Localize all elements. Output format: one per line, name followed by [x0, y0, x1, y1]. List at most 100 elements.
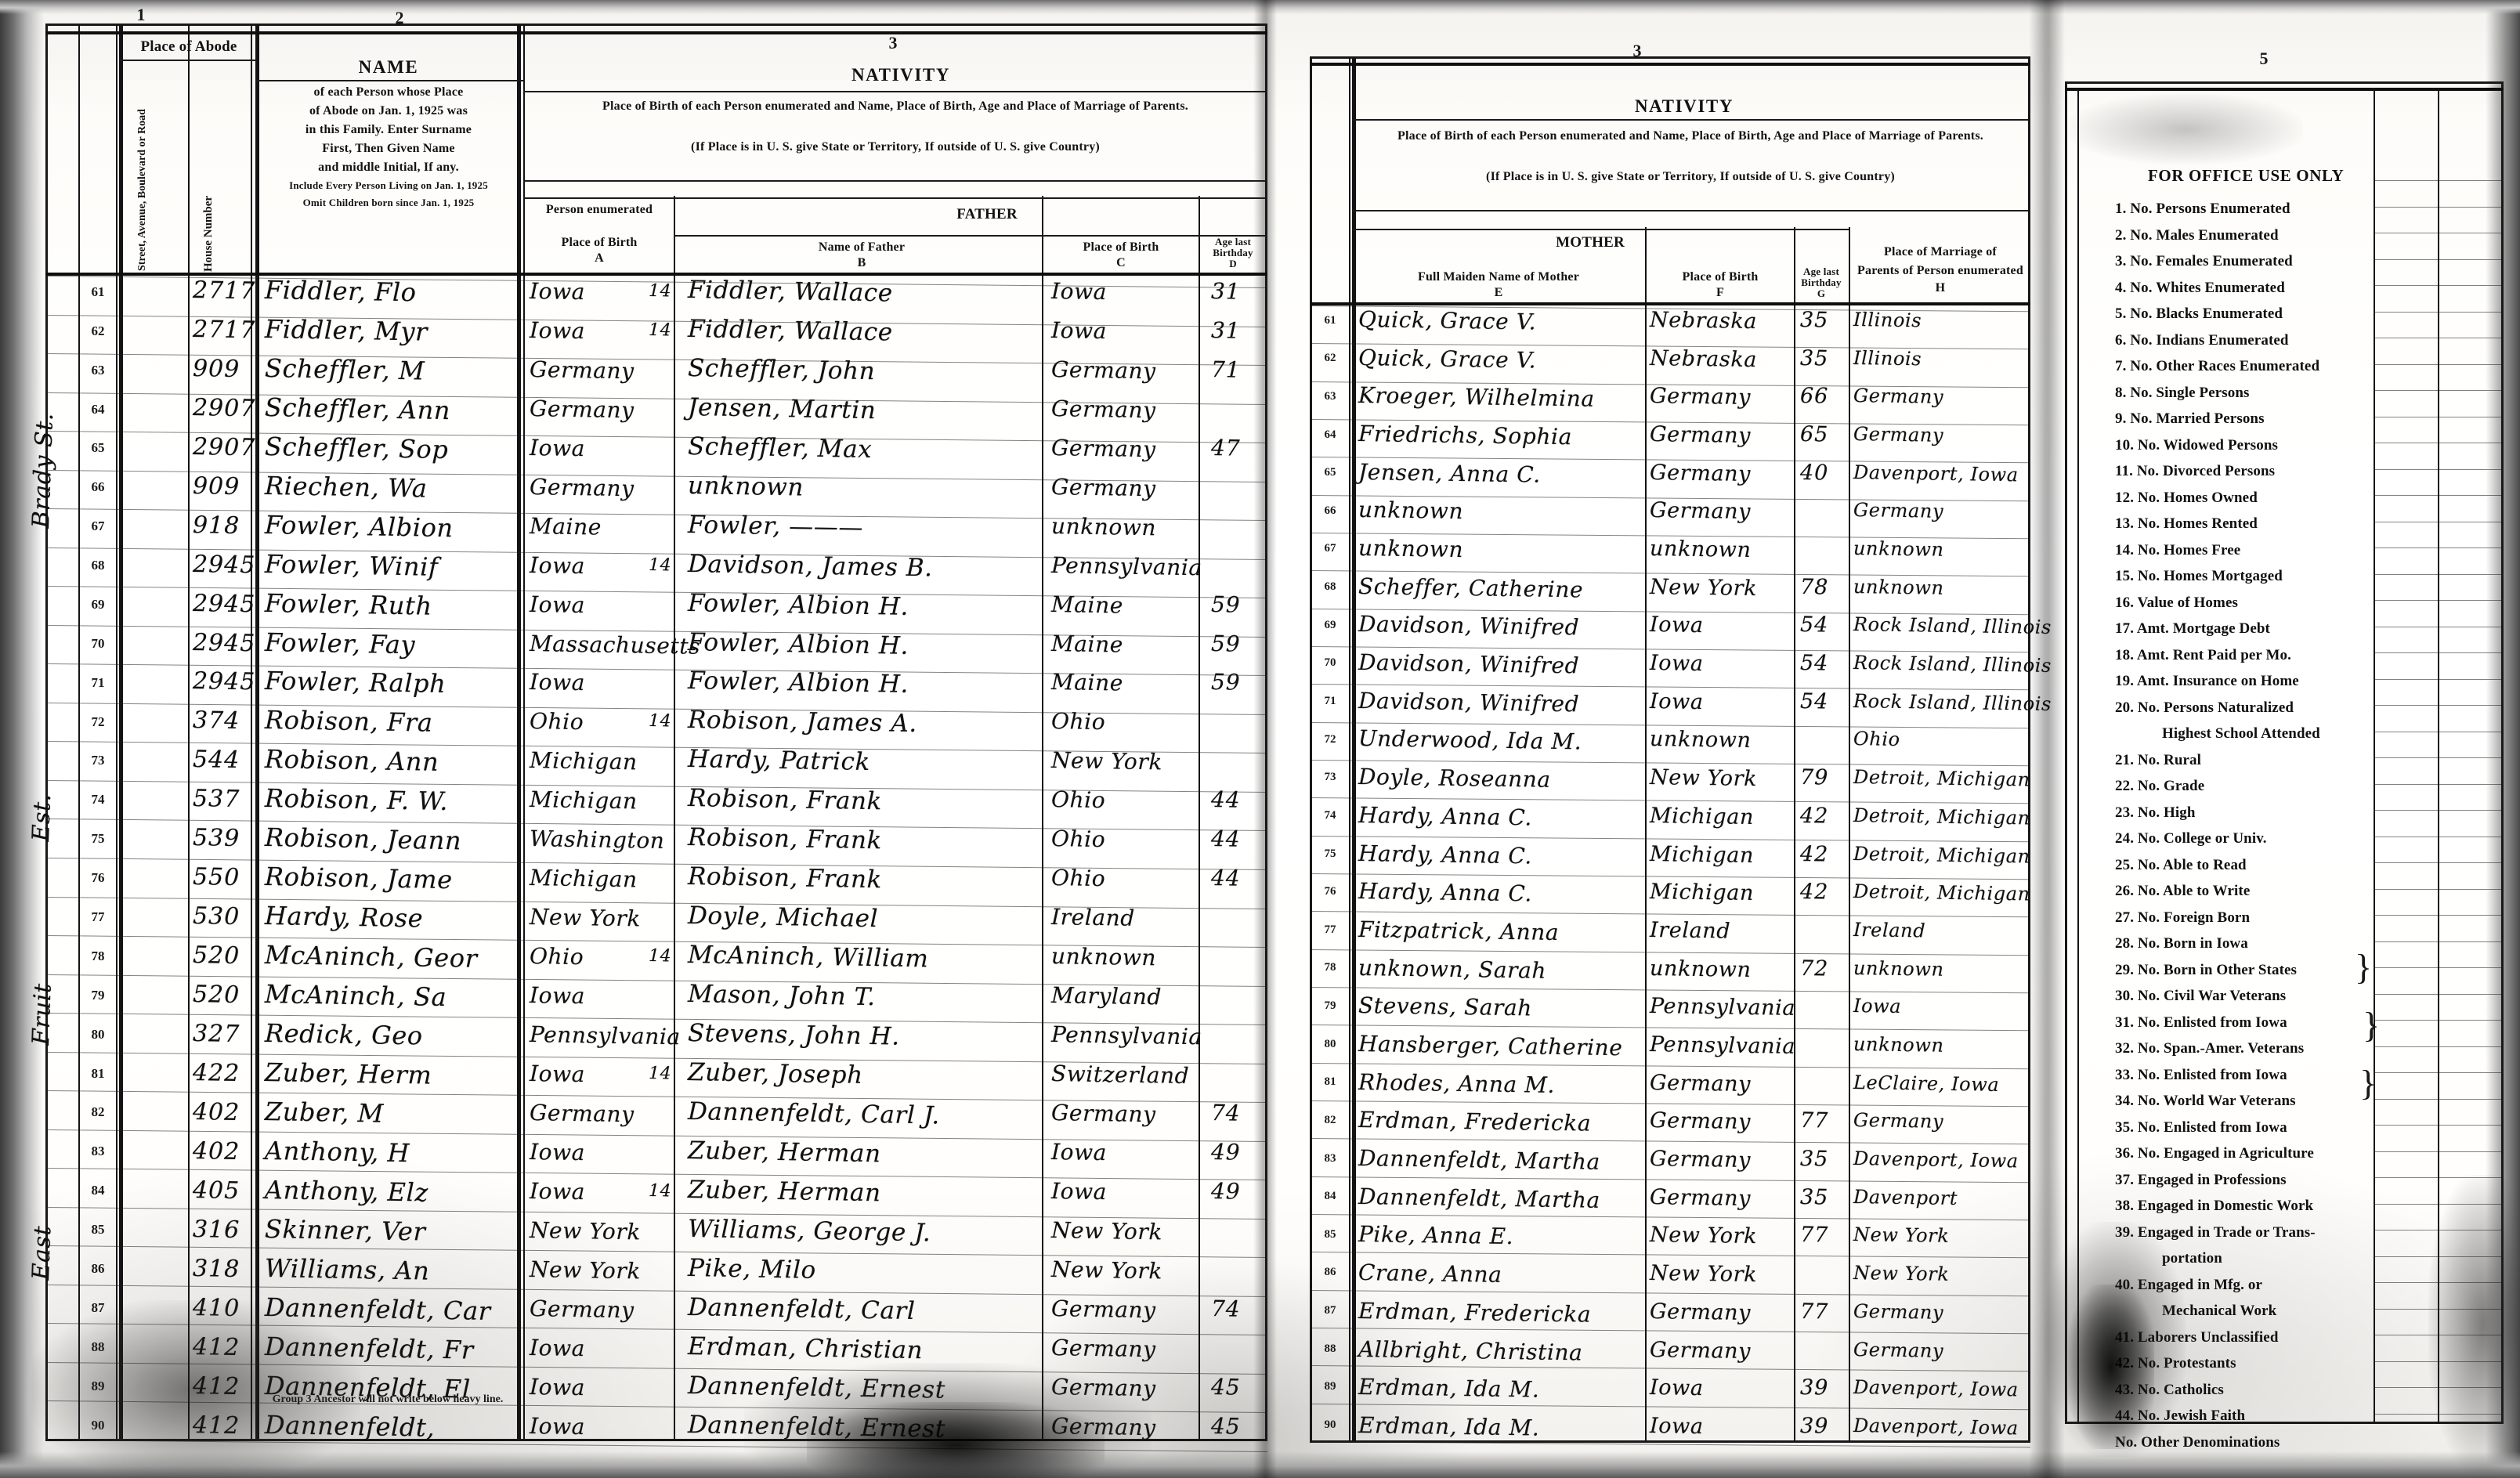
row-number-right: 64: [1324, 428, 1336, 441]
office-use-item: 35. No. Enlisted from Iowa: [2115, 1118, 2287, 1136]
row-number-right: 85: [1324, 1227, 1336, 1241]
person-name-value: Fiddler, Myr: [264, 313, 428, 347]
person-birthplace-value: Ohio: [529, 708, 584, 735]
office-use-item: 3. No. Females Enumerated: [2115, 253, 2293, 269]
row-number: 74: [91, 792, 105, 808]
mother-birthplace-value: Iowa: [1649, 688, 1704, 714]
office-row-rule: [2374, 1177, 2504, 1178]
right-header-bottom-rule: [1310, 302, 2030, 305]
father-birthplace-value: Maine: [1050, 591, 1124, 619]
name-line-7: Omit Children born since Jan. 1, 1925: [302, 197, 475, 208]
person-name-value: Dannenfeldt,: [264, 1409, 436, 1443]
rule-father-name-right: [1042, 196, 1043, 1440]
mother-group-label: MOTHER: [1556, 234, 1625, 251]
father-name-value: Jensen, Martin: [687, 392, 877, 425]
mother-name-value: unknown, Sarah: [1358, 954, 1547, 984]
office-row-rule: [2374, 1413, 2504, 1415]
person-birthplace-value: Washington: [529, 826, 665, 855]
office-use-item: No. Other Denominations: [2115, 1433, 2280, 1451]
name-line-1: of each Person whose Place: [313, 85, 464, 99]
marriage-place-value: unknown: [1853, 575, 1944, 599]
mother-name-value: Erdman, Fredericka: [1358, 1297, 1592, 1328]
row-number: 68: [91, 558, 105, 573]
office-use-item: 33. No. Enlisted from Iowa: [2115, 1066, 2287, 1083]
marriage-place-value: Rock Island, Illinois: [1853, 689, 2052, 715]
rule-mother-name-right: [1645, 227, 1647, 1441]
marriage-label-2: Parents of Person enumerated: [1857, 264, 2023, 277]
mother-name-value: Hardy, Anna C.: [1358, 801, 1533, 831]
office-use-item: portation: [2162, 1250, 2222, 1267]
office-use-item: 16. Value of Homes: [2115, 594, 2238, 611]
margin-note: Est.: [27, 793, 57, 842]
mother-birthplace-value: Germany: [1649, 421, 1752, 448]
person-name-value: Anthony, Elz: [264, 1174, 429, 1208]
father-birth-label: Place of Birth: [1083, 240, 1159, 254]
right-ledger-panel: [1310, 56, 2030, 1443]
row-number-right: 84: [1324, 1190, 1336, 1203]
house-number-value: 537: [192, 785, 240, 814]
row-number: 80: [91, 1026, 105, 1042]
row-number: 87: [91, 1299, 105, 1315]
office-row-rule: [2374, 390, 2504, 391]
row-number-right: 76: [1324, 885, 1336, 898]
row-number-right: 81: [1324, 1075, 1336, 1089]
marriage-place-value: Davenport, Iowa: [1853, 1414, 2019, 1440]
house-number-label: House Number: [202, 195, 215, 272]
person-birth-age-value: 14: [648, 1064, 672, 1084]
father-birthplace-value: Germany: [1050, 395, 1156, 424]
row-number: 72: [91, 714, 105, 729]
office-use-item: 36. No. Engaged in Agriculture: [2115, 1145, 2314, 1162]
marriage-place-value: Ohio: [1853, 728, 1900, 751]
nativity-line1-right: Place of Birth of each Person enumerated…: [1397, 129, 1983, 143]
father-birthplace-value: Pennsylvania: [1050, 551, 1203, 580]
marriage-place-value: Illinois: [1853, 308, 1922, 332]
person-group-rule: [523, 197, 674, 199]
office-row-rule: [2374, 468, 2504, 470]
person-birthplace-value: Iowa: [529, 1177, 586, 1205]
mother-age-value: 77: [1799, 1108, 1829, 1133]
father-age-letter: D: [1229, 258, 1237, 269]
row-number: 63: [91, 362, 105, 378]
mother-birthplace-value: Iowa: [1649, 1375, 1704, 1401]
office-use-item: 11. No. Divorced Persons: [2115, 463, 2276, 479]
mother-birthplace-value: Michigan: [1649, 841, 1755, 868]
person-birthplace-value: Germany: [529, 395, 635, 424]
abode-title-rule: [119, 60, 257, 61]
house-number-value: 2717: [192, 315, 256, 345]
marriage-place-value: Germany: [1853, 1109, 1944, 1133]
mother-age-value: 77: [1799, 1299, 1829, 1324]
office-row-rule: [2374, 1072, 2504, 1073]
office-row-rule: [2374, 915, 2504, 916]
house-number-value: 405: [192, 1176, 240, 1205]
house-number-value: 410: [192, 1293, 240, 1322]
father-name-value: Mason, John T.: [687, 980, 877, 1012]
father-birthplace-value: Germany: [1050, 1334, 1156, 1363]
rule-right-rownum: [1349, 58, 1350, 1441]
mother-birthplace-value: Germany: [1649, 1337, 1752, 1364]
person-birth-age-value: 14: [648, 946, 672, 967]
person-birthplace-value: Iowa: [529, 1373, 586, 1400]
father-birthplace-value: Maine: [1050, 630, 1124, 658]
father-name-value: Davidson, James B.: [687, 549, 933, 583]
row-number-right: 71: [1324, 694, 1336, 707]
person-birthplace-value: New York: [529, 1256, 642, 1285]
person-name-value: Fowler, Winif: [264, 548, 439, 582]
row-number-right: 61: [1324, 313, 1336, 327]
row-number-right: 70: [1324, 656, 1336, 670]
mother-name-value: Erdman, Ida M.: [1358, 1411, 1540, 1441]
father-name-value: Hardy, Patrick: [687, 745, 871, 777]
marriage-label-1: Place of Marriage of: [1884, 245, 1997, 258]
office-row-rule: [2374, 206, 2504, 208]
father-birthplace-value: Ohio: [1050, 865, 1106, 892]
father-birthplace-value: Switzerland: [1050, 1061, 1190, 1090]
row-number: 77: [91, 909, 105, 925]
marriage-place-value: Detroit, Michigan: [1853, 880, 2030, 905]
mother-name-value: Hardy, Anna C.: [1358, 878, 1533, 907]
father-birthplace-value: Maine: [1050, 669, 1124, 697]
person-birthplace-value: Germany: [529, 356, 635, 385]
mother-birthplace-value: Iowa: [1649, 613, 1704, 638]
office-use-item: 7. No. Other Races Enumerated: [2115, 358, 2320, 374]
office-use-item: 31. No. Enlisted from Iowa: [2115, 1014, 2287, 1031]
mother-birthplace-value: Germany: [1649, 498, 1752, 525]
